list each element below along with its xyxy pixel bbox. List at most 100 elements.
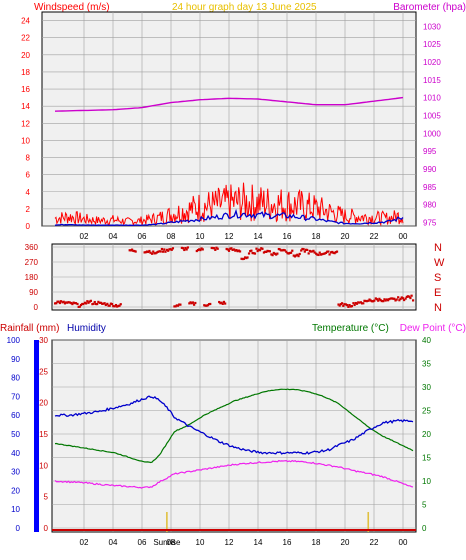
- temperature-axis-title: Temperature (°C): [312, 323, 389, 334]
- direction-series: [54, 246, 415, 309]
- wind-direction-point: [227, 249, 231, 252]
- wind-direction-point: [72, 301, 75, 304]
- wind-direction-point: [106, 302, 109, 306]
- rainfall-tick-label: 15: [39, 430, 48, 439]
- wind-direction-point: [81, 302, 84, 306]
- wind-direction-point: [321, 253, 324, 256]
- wind-direction-point: [240, 257, 243, 260]
- wind-direction-point: [128, 249, 131, 252]
- wind-direction-point: [109, 302, 112, 305]
- wind-direction-point: [380, 299, 383, 303]
- wind-direction-point: [277, 247, 280, 251]
- wind-direction-point: [354, 301, 357, 305]
- wind-direction-point: [62, 300, 65, 303]
- wind-direction-point: [184, 246, 187, 250]
- rainfall-tick-label: 5: [44, 493, 49, 502]
- wind-direction-point: [63, 302, 67, 305]
- wind-direction-point: [101, 302, 104, 305]
- wind-direction-point: [318, 251, 321, 254]
- wind-direction-point: [369, 299, 372, 302]
- direction-degree-label: 270: [25, 258, 39, 267]
- temperature-tick-label: 15: [422, 454, 431, 463]
- temperature-tick-label: 30: [422, 383, 431, 392]
- sun-markers: Sunrise: [153, 512, 370, 547]
- direction-degree-label: 90: [29, 288, 38, 297]
- sunrise-label: Sunrise: [153, 538, 181, 547]
- wind-direction-point: [281, 249, 284, 252]
- barometer-tick-label: 1010: [423, 94, 441, 103]
- wind-direction-point: [186, 246, 189, 249]
- humidity-line: [54, 395, 414, 455]
- wind-direction-point: [313, 251, 316, 254]
- wind-direction-point: [280, 249, 283, 252]
- wind-x-tick-label: 10: [196, 232, 205, 241]
- wind-direction-point: [155, 251, 158, 254]
- wind-x-tick-label: 16: [283, 232, 292, 241]
- wind-direction-point: [229, 247, 232, 250]
- wind-direction-point: [211, 246, 215, 250]
- wind-direction-point: [119, 303, 122, 306]
- wind-direction-point: [370, 300, 374, 303]
- wind-direction-point: [89, 299, 92, 302]
- wind-direction-point: [363, 299, 366, 302]
- wind-direction-point: [403, 298, 406, 302]
- temperature-x-tick-label: 08: [167, 538, 176, 547]
- wind-direction-point: [233, 248, 236, 251]
- wind-direction-point: [96, 302, 99, 306]
- wind-direction-point: [270, 253, 273, 256]
- wind-direction-point: [332, 251, 335, 254]
- wind-direction-point: [234, 249, 237, 252]
- wind-direction-point: [112, 304, 115, 308]
- wind-direction-point: [297, 255, 300, 258]
- wind-direction-point: [154, 252, 157, 255]
- wind-direction-point: [116, 305, 119, 308]
- wind-direction-point: [261, 247, 264, 250]
- wind-direction-point: [306, 248, 309, 252]
- wind-direction-point: [397, 296, 400, 299]
- windspeed-tick-label: 6: [26, 171, 31, 180]
- wind-x-axis: 02 04 06 08 10 12 14 16 18 20 22 00: [80, 232, 408, 241]
- wind-direction-point: [205, 304, 208, 307]
- wind-direction-point: [201, 248, 204, 251]
- wind-direction-point: [103, 302, 106, 305]
- wind-direction-point: [149, 251, 152, 254]
- wind-direction-point: [91, 303, 94, 306]
- wind-direction-point: [253, 252, 257, 255]
- rainfall-tick-label: 20: [39, 399, 48, 408]
- wind-direction-point: [207, 303, 211, 306]
- wind-direction-point: [326, 250, 329, 253]
- wind-direction-point: [170, 248, 173, 251]
- wind-direction-point: [343, 303, 346, 306]
- wind-direction-point: [304, 248, 308, 251]
- wind-direction-point: [295, 254, 298, 257]
- wind-direction-point: [194, 301, 197, 305]
- barometer-tick-label: 1025: [423, 40, 441, 49]
- wind-direction-point: [388, 298, 391, 301]
- wind-direction-point: [353, 303, 356, 307]
- rainfall-tick-label: 0: [44, 524, 49, 533]
- barometer-tick-label: 980: [423, 201, 437, 210]
- wind-direction-point: [181, 247, 185, 250]
- rainfall-tick-label: 30: [39, 336, 48, 345]
- wind-direction-point: [246, 256, 249, 259]
- wind-direction-point: [153, 252, 156, 255]
- wind-direction-point: [117, 304, 120, 308]
- wind-direction-point: [355, 302, 359, 305]
- wind-direction-point: [99, 301, 103, 304]
- wind-direction-point: [359, 301, 362, 304]
- humidity-scale-bar: [34, 340, 38, 532]
- wind-direction-point: [292, 254, 295, 257]
- barometer-axis: 975 980 985 990 995 1000 1005 1010 1015 1020 1025 1…: [423, 22, 441, 227]
- humidity-tick-label: 20: [11, 486, 20, 495]
- wind-direction-point: [286, 252, 289, 255]
- wind-direction-point: [222, 300, 226, 304]
- humidity-tick-label: 0: [16, 524, 21, 533]
- temperature-x-tick-label: 10: [196, 538, 205, 547]
- wind-direction-point: [173, 305, 176, 308]
- wind-direction-point: [92, 302, 95, 305]
- wind-direction-point: [73, 301, 76, 305]
- windspeed-tick-label: 22: [21, 34, 30, 43]
- wind-direction-point: [288, 251, 291, 255]
- temperature-x-tick-label: 22: [370, 538, 379, 547]
- wind-direction-point: [260, 247, 263, 250]
